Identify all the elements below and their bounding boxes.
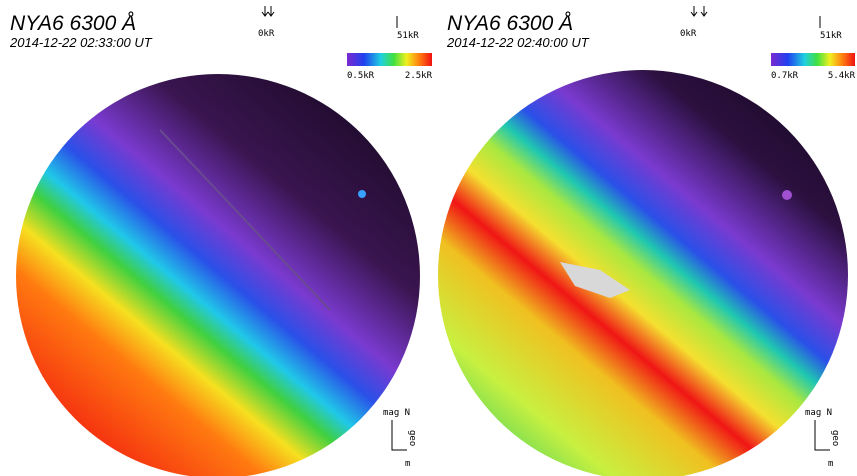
- colorbar: [771, 53, 855, 66]
- geo: geo: [830, 430, 840, 446]
- colorbar-low: 0.5kR: [347, 71, 375, 81]
- compass-axes: [814, 420, 830, 451]
- compass: mag N: [383, 408, 410, 418]
- scale-high: 51kR: [820, 31, 842, 41]
- title: NYA6 6300 Å: [447, 12, 573, 35]
- geo: geo: [407, 430, 417, 446]
- scale-high: 51kR: [397, 31, 419, 41]
- scale-low: 0kR: [258, 29, 275, 39]
- arrows: [261, 6, 275, 17]
- timestamp: 2014-12-22 02:33:00 UT: [9, 35, 153, 50]
- scale-low: 0kR: [680, 29, 697, 39]
- colorbar: [347, 53, 432, 66]
- star: [782, 190, 792, 200]
- colorbar-low: 0.7kR: [771, 71, 799, 81]
- colorbar-high: 2.5kR: [405, 71, 433, 81]
- compass-axes: [391, 420, 407, 451]
- colorbar-high: 5.4kR: [828, 71, 856, 81]
- sky-image: [16, 74, 420, 476]
- saturated: [560, 262, 630, 298]
- star: [358, 190, 366, 198]
- unit: m: [405, 459, 410, 469]
- arrows: [690, 6, 708, 17]
- compass: mag N: [805, 408, 832, 418]
- unit: m: [828, 459, 833, 469]
- timestamp: 2014-12-22 02:40:00 UT: [446, 35, 590, 50]
- title: NYA6 6300 Å: [10, 12, 136, 35]
- sky-image: [438, 70, 848, 476]
- streak: [159, 129, 331, 311]
